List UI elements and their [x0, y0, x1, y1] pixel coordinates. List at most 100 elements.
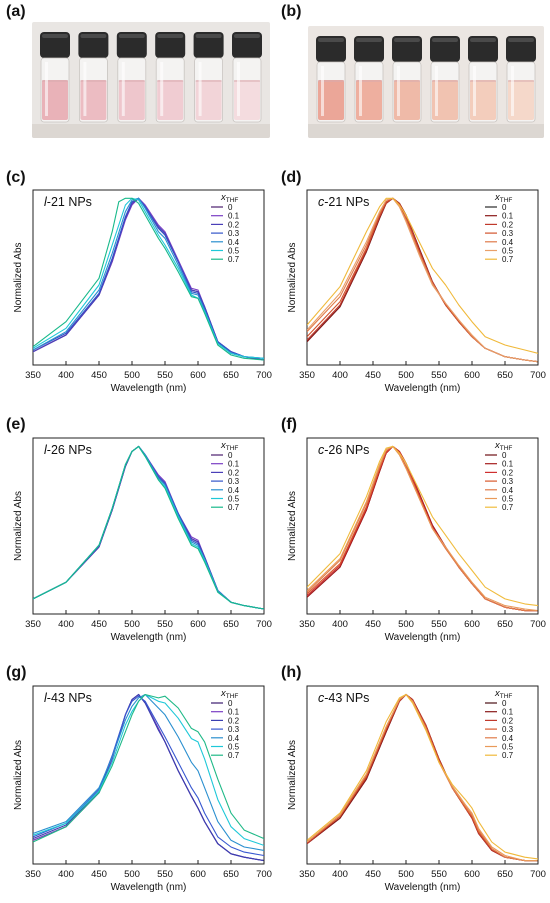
x-tick-label: 550	[157, 370, 173, 381]
vial-b-4	[430, 36, 460, 123]
x-tick-label: 350	[25, 370, 41, 381]
bench-shadow	[308, 124, 544, 138]
chart-panel-e: (e) 350 400 450 500 550 600 650 700 Wavelength (n…	[6, 416, 272, 643]
x-tick-label: 600	[464, 619, 480, 630]
cap-highlight	[432, 38, 458, 42]
legend-title-sub: THF	[226, 445, 239, 452]
legend-label: 0.1	[228, 460, 240, 469]
legend-label: 0.5	[228, 495, 240, 504]
legend-label: 0.7	[228, 503, 240, 512]
cap-highlight	[118, 34, 145, 38]
vial-b-6	[506, 36, 536, 123]
series-line-4	[33, 693, 264, 851]
glass-reflection	[321, 66, 324, 116]
x-tick-label: 450	[91, 619, 107, 630]
legend-label: 0.4	[502, 734, 514, 743]
vial-a-6	[232, 32, 262, 123]
title-rest: -43 NPs	[324, 691, 369, 705]
legend-label: 0.5	[228, 247, 240, 256]
legend-title: xTHF	[494, 688, 512, 700]
x-tick-label: 350	[299, 370, 315, 381]
chart-title: c-43 NPs	[318, 691, 369, 705]
cap-highlight	[356, 38, 382, 42]
title-rest: -26 NPs	[47, 443, 92, 457]
x-tick-label: 550	[157, 619, 173, 630]
vial-cap	[193, 32, 224, 58]
legend-title-sub: THF	[500, 693, 513, 700]
x-tick-label: 700	[256, 869, 272, 880]
photo-background	[308, 26, 544, 138]
photo-vials-b	[308, 26, 544, 138]
chart-panel-h: (h) 350 400 450 500 550 600 650 700 Wavelength (n…	[281, 664, 546, 893]
series-line-5	[307, 693, 538, 862]
x-tick-label: 500	[124, 869, 140, 880]
vial-b-1	[316, 36, 346, 123]
legend-title-main: x	[494, 688, 501, 699]
glass-reflection	[45, 62, 48, 116]
x-tick-label: 400	[332, 869, 348, 880]
x-tick-label: 650	[223, 619, 239, 630]
title-prefix: l	[44, 195, 48, 209]
x-tick-label: 400	[58, 619, 74, 630]
legend-label: 0.5	[502, 247, 514, 256]
series-line-1	[307, 445, 538, 612]
plot-frame	[32, 189, 265, 366]
cap-highlight	[157, 34, 184, 38]
chart-title: c-26 NPs	[318, 443, 369, 457]
legend-title: xTHF	[220, 440, 238, 452]
vial-a-3	[116, 32, 147, 123]
series-line-2	[307, 445, 538, 612]
vial-liquid	[508, 80, 534, 120]
vial-cap	[155, 32, 186, 58]
liquid-meniscus	[80, 80, 107, 82]
x-axis-label: Wavelength (nm)	[111, 632, 187, 643]
glass-reflection	[121, 62, 125, 116]
chart-panel-g: (g) 350 400 450 500 550 600 650 700 Wavelength (n…	[6, 664, 272, 893]
cap-highlight	[394, 38, 420, 42]
title-rest: -21 NPs	[324, 195, 369, 209]
glass-reflection	[511, 66, 514, 116]
x-axis-label: Wavelength (nm)	[385, 882, 461, 893]
vial-liquid	[394, 80, 420, 120]
series-group	[307, 445, 538, 612]
y-axis-label: Normalized Abs	[287, 740, 298, 810]
y-axis-label: Normalized Abs	[287, 491, 298, 561]
liquid-meniscus	[318, 80, 344, 82]
photo-background	[32, 22, 270, 138]
legend-label: 0.4	[228, 734, 240, 743]
legend-title-sub: THF	[226, 693, 239, 700]
glass-reflection	[359, 66, 362, 116]
series-line-4	[307, 197, 538, 363]
title-prefix: l	[44, 691, 48, 705]
vial-cap	[468, 36, 498, 62]
x-tick-label: 350	[299, 869, 315, 880]
panel-label: (c)	[6, 169, 26, 186]
chart-title: l-26 NPs	[44, 443, 92, 457]
liquid-meniscus	[432, 80, 458, 82]
vial-cap	[354, 36, 384, 62]
vial-cap	[392, 36, 422, 62]
series-line-5	[307, 445, 538, 612]
photo-vials-a	[32, 22, 270, 138]
panel-label: (g)	[6, 664, 26, 681]
legend-label: 0.7	[228, 751, 240, 760]
vial-a-2	[78, 32, 109, 123]
legend-title-sub: THF	[500, 197, 513, 204]
glass-reflection	[435, 66, 438, 116]
legend-title-main: x	[220, 440, 227, 451]
x-tick-label: 550	[431, 370, 447, 381]
legend-label: 0	[228, 451, 233, 460]
legend-label: 0.3	[502, 229, 514, 238]
title-prefix: c	[318, 443, 325, 457]
chart-panel-c: (c) 350 400 450 500 550 600 650 700 Wavelength (n…	[6, 169, 272, 394]
series-line-4	[33, 445, 264, 610]
liquid-meniscus	[234, 80, 260, 82]
vial-a-5	[193, 32, 224, 123]
x-tick-label: 650	[497, 869, 513, 880]
chart-panel-d: (d) 350 400 450 500 550 600 650 700 Wavelength (n…	[281, 169, 546, 394]
series-line-1	[307, 693, 538, 862]
